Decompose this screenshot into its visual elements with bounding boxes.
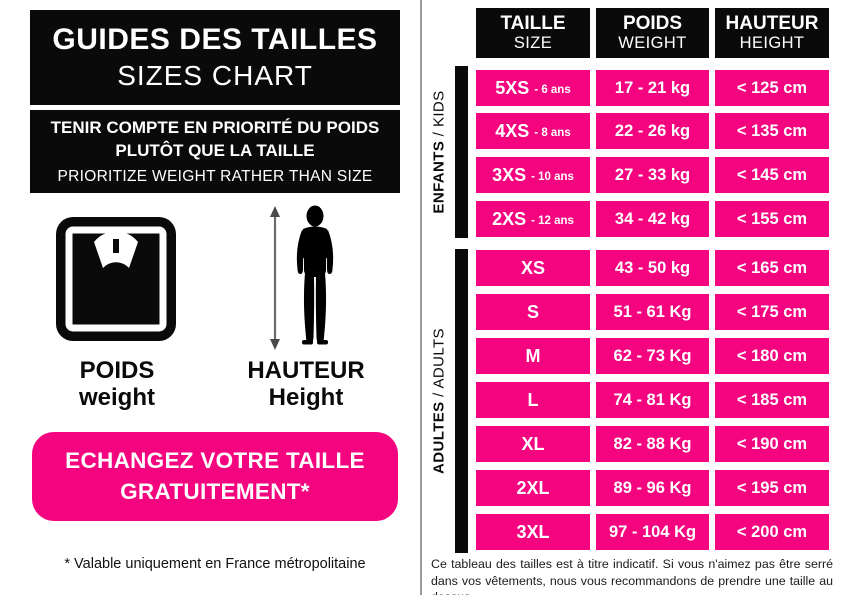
notice-banner: TENIR COMPTE EN PRIORITÉ DU POIDS PLUTÔT… (30, 110, 400, 193)
weight-cell: 82 - 88 Kg (596, 426, 709, 462)
notice-fr-line2: PLUTÔT QUE LA TAILLE (115, 140, 315, 160)
weight-cell: 51 - 61 Kg (596, 294, 709, 330)
size-value: 5XS (495, 77, 530, 98)
header-size: TAILLE SIZE (476, 8, 590, 58)
title-fr: GUIDES DES TAILLES (52, 23, 378, 56)
size-value: 2XS (492, 208, 527, 229)
vertical-arrow-icon (270, 206, 280, 350)
size-cell: S (476, 294, 590, 330)
header-height-fr: HAUTEUR (725, 12, 819, 34)
header-weight: POIDS WEIGHT (596, 8, 709, 58)
header-weight-en: WEIGHT (618, 34, 687, 53)
panel-divider (420, 0, 422, 595)
size-cell: 2XS - 12 ans (476, 201, 590, 237)
size-value: 4XS (495, 120, 530, 141)
size-cell: 3XS - 10 ans (476, 157, 590, 193)
size-cell: XL (476, 426, 590, 462)
size-value: 2XL (516, 477, 550, 498)
height-cell: < 165 cm (715, 250, 829, 286)
height-cell: < 135 cm (715, 113, 829, 149)
weight-cell: 97 - 104 Kg (596, 514, 709, 550)
group-label-kids: ENFANTS / KIDS (431, 90, 448, 213)
height-cell: < 180 cm (715, 338, 829, 374)
weight-cell: 22 - 26 kg (596, 113, 709, 149)
kids-label-en: KIDS (430, 90, 448, 128)
age-value: - 6 ans (534, 83, 571, 96)
age-value: - 8 ans (534, 126, 571, 139)
age-value: - 10 ans (531, 170, 574, 183)
header-weight-fr: POIDS (622, 12, 683, 34)
size-value: M (525, 345, 541, 366)
size-value: 3XS (492, 164, 527, 185)
weight-cell: 17 - 21 kg (596, 70, 709, 106)
height-figure-caption: HAUTEUR Height (230, 357, 382, 412)
exchange-button-line1: ECHANGEZ VOTRE TAILLE (65, 448, 365, 474)
kids-label-sep: / (430, 127, 448, 141)
adults-label-sep: / (430, 388, 448, 402)
person-height-icon (264, 205, 346, 351)
size-cell: 4XS - 8 ans (476, 113, 590, 149)
footnote: * Valable uniquement en France métropoli… (64, 556, 366, 572)
adults-label-fr: ADULTES (430, 401, 448, 474)
header-height: HAUTEUR HEIGHT (715, 8, 829, 58)
age-value: - 12 ans (531, 214, 574, 227)
group-label-adults: ADULTES / ADULTS (431, 328, 448, 474)
person-silhouette-icon (296, 205, 334, 345)
height-cell: < 195 cm (715, 470, 829, 506)
size-cell: L (476, 382, 590, 418)
size-value: S (526, 301, 539, 322)
weight-cell: 43 - 50 kg (596, 250, 709, 286)
height-cell: < 175 cm (715, 294, 829, 330)
exchange-button-line2: GRATUITEMENT* (120, 478, 310, 504)
kids-label-fr: ENFANTS (430, 140, 448, 214)
height-cell: < 200 cm (715, 514, 829, 550)
height-cell: < 145 cm (715, 157, 829, 193)
title-en: SIZES CHART (117, 60, 313, 91)
weight-cell: 89 - 96 Kg (596, 470, 709, 506)
header-height-en: HEIGHT (739, 34, 805, 53)
notice-fr-line1: TENIR COMPTE EN PRIORITÉ DU POIDS (50, 118, 380, 138)
weight-cell: 62 - 73 Kg (596, 338, 709, 374)
weight-cell: 27 - 33 kg (596, 157, 709, 193)
weight-figure-caption: POIDS weight (38, 357, 196, 412)
size-cell: 2XL (476, 470, 590, 506)
size-value: 3XL (516, 521, 550, 542)
weight-cell: 34 - 42 kg (596, 201, 709, 237)
height-cell: < 190 cm (715, 426, 829, 462)
size-value: L (527, 389, 539, 410)
height-cell: < 155 cm (715, 201, 829, 237)
size-value: XS (520, 257, 545, 278)
size-cell: M (476, 338, 590, 374)
notice-fr: TENIR COMPTE EN PRIORITÉ DU POIDS PLUTÔT… (51, 117, 380, 161)
size-cell: 5XS - 6 ans (476, 70, 590, 106)
notice-en: PRIORITIZE WEIGHT RATHER THAN SIZE (57, 167, 373, 185)
weight-cell: 74 - 81 Kg (596, 382, 709, 418)
title-banner: GUIDES DES TAILLES SIZES CHART (30, 10, 400, 105)
height-label-en: Height (268, 383, 344, 411)
table-caption: Ce tableau des tailles est à titre indic… (431, 557, 833, 595)
size-value: XL (521, 433, 545, 454)
exchange-size-button[interactable]: ECHANGEZ VOTRE TAILLE GRATUITEMENT* (32, 432, 398, 521)
adults-label-en: ADULTS (430, 328, 448, 389)
height-label-fr: HAUTEUR (247, 357, 365, 384)
size-cell: XS (476, 250, 590, 286)
weight-label-en: weight (79, 383, 155, 411)
height-cell: < 185 cm (715, 382, 829, 418)
kids-group-bar (455, 66, 468, 238)
header-size-en: SIZE (513, 34, 553, 53)
header-size-fr: TAILLE (500, 12, 566, 34)
height-cell: < 125 cm (715, 70, 829, 106)
weight-label-fr: POIDS (79, 357, 155, 384)
size-cell: 3XL (476, 514, 590, 550)
adults-group-bar (455, 249, 468, 553)
weight-scale-icon (55, 216, 177, 342)
